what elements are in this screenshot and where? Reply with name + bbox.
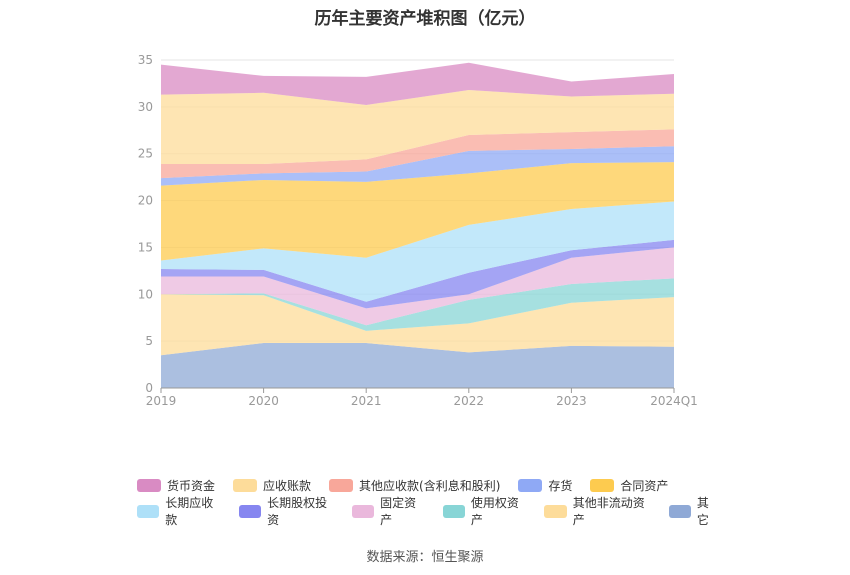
y-tick-label: 35 xyxy=(138,53,153,67)
y-tick-label: 0 xyxy=(145,381,153,395)
data-source: 数据来源：恒生聚源 xyxy=(366,550,484,565)
legend-swatch xyxy=(668,504,691,518)
legend-swatch xyxy=(442,504,465,518)
x-tick-label: 2022 xyxy=(454,394,485,408)
legend-label: 长期股权投资 xyxy=(267,496,328,527)
legend-swatch xyxy=(137,504,160,518)
legend-swatch xyxy=(233,478,258,492)
legend-item[interactable]: 固定资产 xyxy=(351,494,425,528)
legend-label: 其他非流动资产 xyxy=(572,496,645,527)
legend-swatch xyxy=(137,478,161,492)
legend-item[interactable]: 其他非流动资产 xyxy=(544,494,650,528)
legend-item[interactable]: 存货 xyxy=(518,477,572,494)
y-tick-label: 10 xyxy=(138,287,153,301)
area-series-0 xyxy=(161,343,674,388)
legend-label: 长期应收款 xyxy=(165,496,214,527)
legend-swatch xyxy=(544,504,567,518)
area-series-7 xyxy=(161,146,674,186)
legend-swatch xyxy=(351,504,375,518)
x-tick-label: 2019 xyxy=(146,394,177,408)
legend-swatch xyxy=(518,478,543,492)
legend: 货币资金 应收账款 其他应收款(含利息和股利) 存货 合同资产 长期应收款 长期股权投资 固… xyxy=(137,472,737,527)
legend-item[interactable]: 合同资产 xyxy=(590,477,668,494)
legend-row-1: 货币资金 应收账款 其他应收款(含利息和股利) 存货 合同资产 xyxy=(137,472,737,498)
x-tick-label: 2023 xyxy=(556,394,587,408)
area-series-6 xyxy=(161,162,674,261)
legend-swatch xyxy=(329,478,354,492)
legend-item[interactable]: 其它 xyxy=(668,494,719,528)
area-series-1 xyxy=(161,294,674,356)
x-tick-label: 2021 xyxy=(351,394,382,408)
legend-label: 应收账款 xyxy=(263,478,312,493)
y-tick-label: 30 xyxy=(138,100,153,114)
legend-label: 其他应收款(含利息和股利) xyxy=(359,478,501,493)
legend-item[interactable]: 其他应收款(含利息和股利) xyxy=(329,477,500,494)
legend-label: 合同资产 xyxy=(620,478,669,493)
legend-label: 固定资产 xyxy=(380,496,417,527)
y-tick-label: 25 xyxy=(138,147,153,161)
y-tick-label: 5 xyxy=(145,334,153,348)
x-tick-label: 2024Q1 xyxy=(650,394,698,408)
area-series-10 xyxy=(161,62,674,105)
x-tick-label: 2020 xyxy=(248,394,279,408)
area-series-5 xyxy=(161,201,674,302)
legend-item[interactable]: 应收账款 xyxy=(233,477,311,494)
legend-swatch xyxy=(238,504,262,518)
legend-item[interactable]: 使用权资产 xyxy=(442,494,527,528)
area-series-9 xyxy=(161,89,674,165)
y-tick-label: 15 xyxy=(138,240,153,254)
legend-item[interactable]: 长期应收款 xyxy=(137,494,221,528)
legend-item[interactable]: 长期股权投资 xyxy=(238,494,334,528)
legend-label: 其它 xyxy=(696,496,709,527)
area-series-8 xyxy=(161,129,674,179)
area-series-3 xyxy=(161,247,674,326)
area-series-4 xyxy=(161,239,674,309)
area-series-2 xyxy=(161,278,674,331)
legend-label: 存货 xyxy=(548,478,573,493)
chart-title: 历年主要资产堆积图（亿元） xyxy=(314,9,536,29)
axis-layer: 0 5 10 15 20 25 30 35 2019 2020 2021 2022 2023 2024Q1 xyxy=(138,53,698,408)
legend-item[interactable]: 货币资金 xyxy=(137,477,215,494)
legend-swatch xyxy=(590,478,615,492)
y-tick-label: 20 xyxy=(138,194,153,208)
area-layer xyxy=(161,62,674,388)
legend-label: 使用权资产 xyxy=(470,496,519,527)
legend-label: 货币资金 xyxy=(167,478,216,493)
legend-row-2: 长期应收款 长期股权投资 固定资产 使用权资产 其他非流动资产 其它 xyxy=(137,496,737,527)
